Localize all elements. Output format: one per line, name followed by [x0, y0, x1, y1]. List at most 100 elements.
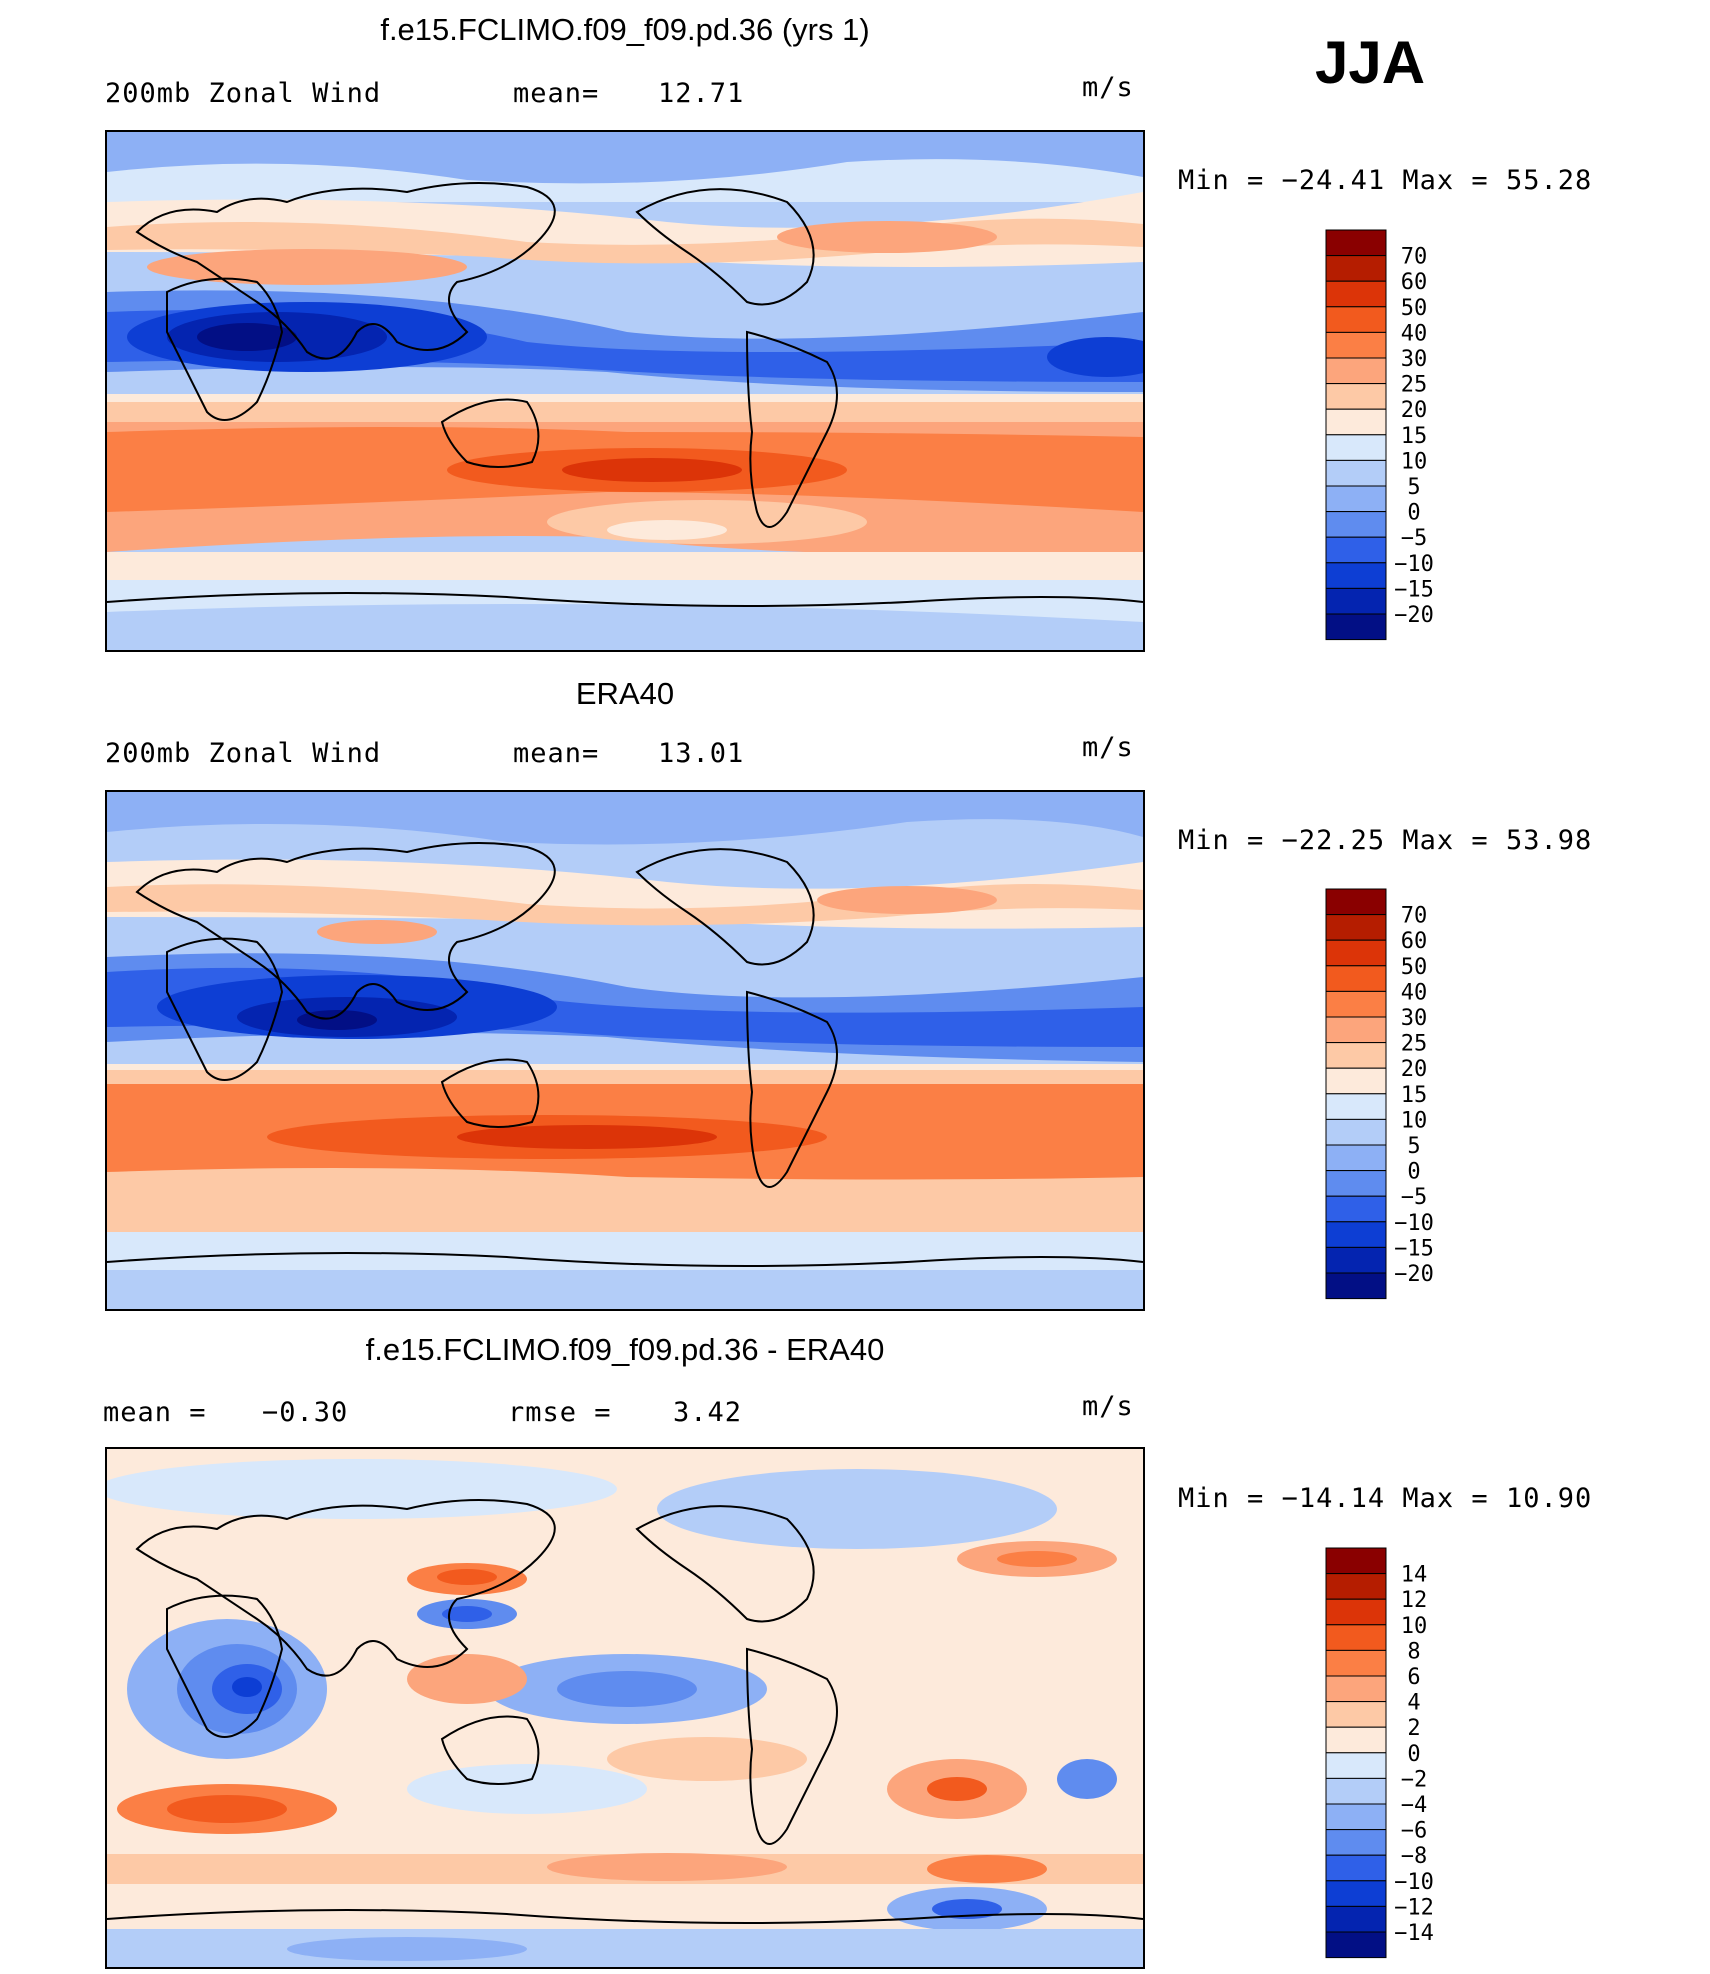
colorbar-tick-label: 70	[1401, 904, 1428, 929]
colorbar-tick-label: −14	[1394, 1921, 1434, 1946]
colorbar-swatch	[1325, 1067, 1387, 1095]
colorbar-swatch	[1325, 1905, 1387, 1933]
panel1-field-label: 200mb Zonal Wind	[105, 78, 382, 109]
panel3-min-label-text: Min	[1178, 1483, 1230, 1514]
colorbar-swatch	[1325, 536, 1387, 564]
colorbar-tick-label: 0	[1407, 501, 1420, 526]
colorbar-tick-label: 5	[1407, 475, 1420, 500]
panel2-max-label-text: Max	[1402, 825, 1455, 856]
panel1-mean-value: 12.71	[658, 78, 745, 109]
colorbar-tick-label: 10	[1401, 1108, 1428, 1133]
colorbar-tick-label: 2	[1407, 1716, 1420, 1741]
panel2-units: m/s	[1082, 732, 1134, 763]
panel2-min-value: −22.25	[1281, 825, 1386, 856]
colorbar-tick-label: 20	[1401, 1057, 1428, 1082]
colorbar-swatch	[1325, 1880, 1387, 1907]
colorbar-tick-label: 30	[1401, 347, 1428, 372]
colorbar-tick-label: −2	[1401, 1767, 1428, 1792]
colorbar-swatch	[1325, 229, 1387, 257]
colorbar-swatch	[1325, 280, 1387, 308]
colorbar-swatch	[1325, 1170, 1387, 1197]
panel3-max-label-text: Max	[1402, 1483, 1455, 1514]
colorbar-swatch	[1325, 1547, 1387, 1575]
colorbar-tick-label: −5	[1401, 526, 1428, 551]
colorbar-swatch	[1325, 1803, 1387, 1831]
colorbar-tick-label: 15	[1401, 424, 1428, 449]
colorbar-tick-label: −5	[1401, 1185, 1428, 1210]
panel2-min-label: Min = −22.25 Max = 53.98	[1178, 825, 1593, 856]
panel3-max-value: 10.90	[1505, 1483, 1593, 1514]
colorbar-tick-label: −12	[1394, 1895, 1434, 1920]
colorbar-swatch	[1325, 1118, 1387, 1146]
colorbar-swatch	[1325, 1042, 1387, 1069]
colorbar-tick-label: 20	[1401, 398, 1428, 423]
panel2-title: ERA40	[575, 676, 675, 711]
colorbar-swatch	[1325, 1675, 1387, 1703]
panel1-contour-field	[107, 132, 1143, 650]
colorbar-swatch	[1325, 990, 1387, 1018]
panel2-mean-value: 13.01	[658, 738, 745, 769]
panel1-max-label-text: Max	[1402, 165, 1455, 196]
panel3-contour-field	[107, 1449, 1143, 1967]
panel3-mean-label: mean =	[103, 1397, 207, 1428]
colorbar-tick-label: 12	[1401, 1588, 1428, 1613]
panel3-rmse-label: rmse =	[508, 1397, 612, 1428]
colorbar-tick-label: −4	[1401, 1793, 1428, 1818]
season-label: JJA	[1315, 29, 1426, 96]
colorbar-swatch	[1325, 562, 1387, 589]
panel3-min-label: Min = −14.14 Max = 10.90	[1178, 1483, 1593, 1514]
panel3-title: f.e15.FCLIMO.f09_f09.pd.36 - ERA40	[365, 1332, 885, 1367]
colorbar-swatch	[1325, 511, 1387, 538]
panel2-field-label: 200mb Zonal Wind	[105, 738, 382, 769]
colorbar-tick-label: −6	[1401, 1819, 1428, 1844]
colorbar-tick-label: 40	[1401, 980, 1428, 1005]
colorbar-tick-label: −8	[1401, 1844, 1428, 1869]
colorbar-swatch	[1325, 1931, 1387, 1959]
colorbar-tick-label: 60	[1401, 270, 1428, 295]
colorbar-tick-label: 0	[1407, 1160, 1420, 1185]
colorbar-swatch	[1325, 1854, 1387, 1882]
colorbar-tick-label: 8	[1407, 1639, 1420, 1664]
colorbar-swatch	[1325, 408, 1387, 436]
colorbar-swatch	[1325, 939, 1387, 967]
colorbar-swatch	[1325, 1144, 1387, 1172]
colorbar-tick-label: −15	[1394, 1236, 1434, 1261]
panel1-colorbar: 70 60 50 40 30 25 20 15 10 5 0 −5 −10 −15 −20	[1325, 229, 1526, 642]
colorbar-swatch	[1325, 383, 1387, 410]
colorbar-tick-label: −10	[1394, 1870, 1434, 1895]
panel3-colorbar: 14 12 10 8 6 4 2 0 −2 −4 −6 −8 −10 −12 −14	[1325, 1547, 1526, 1960]
colorbar-tick-label: 10	[1401, 1614, 1428, 1639]
colorbar-swatch	[1325, 914, 1387, 941]
colorbar-swatch	[1325, 1573, 1387, 1600]
panel2-mean-label: mean=	[513, 738, 600, 769]
colorbar-swatch	[1325, 1829, 1387, 1856]
colorbar-tick-label: 25	[1401, 1032, 1428, 1057]
panel2-contour-field	[107, 792, 1143, 1309]
panel3-units: m/s	[1082, 1391, 1134, 1422]
colorbar-swatch	[1325, 613, 1387, 641]
colorbar-swatch	[1325, 485, 1387, 513]
colorbar-swatch	[1325, 888, 1387, 916]
colorbar-swatch	[1325, 1752, 1387, 1779]
colorbar-swatch	[1325, 1649, 1387, 1677]
colorbar-tick-label: 60	[1401, 929, 1428, 954]
panel1-min-label: Min = −24.41 Max = 55.28	[1178, 165, 1593, 196]
panel3-min-value: −14.14	[1281, 1483, 1386, 1514]
panel1-min-value: −24.41	[1281, 165, 1386, 196]
colorbar-swatch	[1325, 1598, 1387, 1626]
colorbar-swatch	[1325, 1195, 1387, 1223]
colorbar-tick-label: −10	[1394, 1211, 1434, 1236]
colorbar-tick-label: 4	[1407, 1691, 1420, 1716]
colorbar-swatch	[1325, 459, 1387, 487]
colorbar-tick-label: 5	[1407, 1134, 1420, 1159]
panel1-title: f.e15.FCLIMO.f09_f09.pd.36 (yrs 1)	[380, 12, 870, 47]
colorbar-swatch	[1325, 1093, 1387, 1120]
colorbar-swatch	[1325, 331, 1387, 359]
colorbar-tick-label: 15	[1401, 1083, 1428, 1108]
colorbar-tick-label: 0	[1407, 1742, 1420, 1767]
panel1-map	[105, 130, 1145, 652]
colorbar-tick-label: 6	[1407, 1665, 1420, 1690]
panel2-min-label-text: Min	[1178, 825, 1230, 856]
colorbar-tick-label: −20	[1394, 603, 1434, 628]
panel1-max-value: 55.28	[1505, 165, 1593, 196]
